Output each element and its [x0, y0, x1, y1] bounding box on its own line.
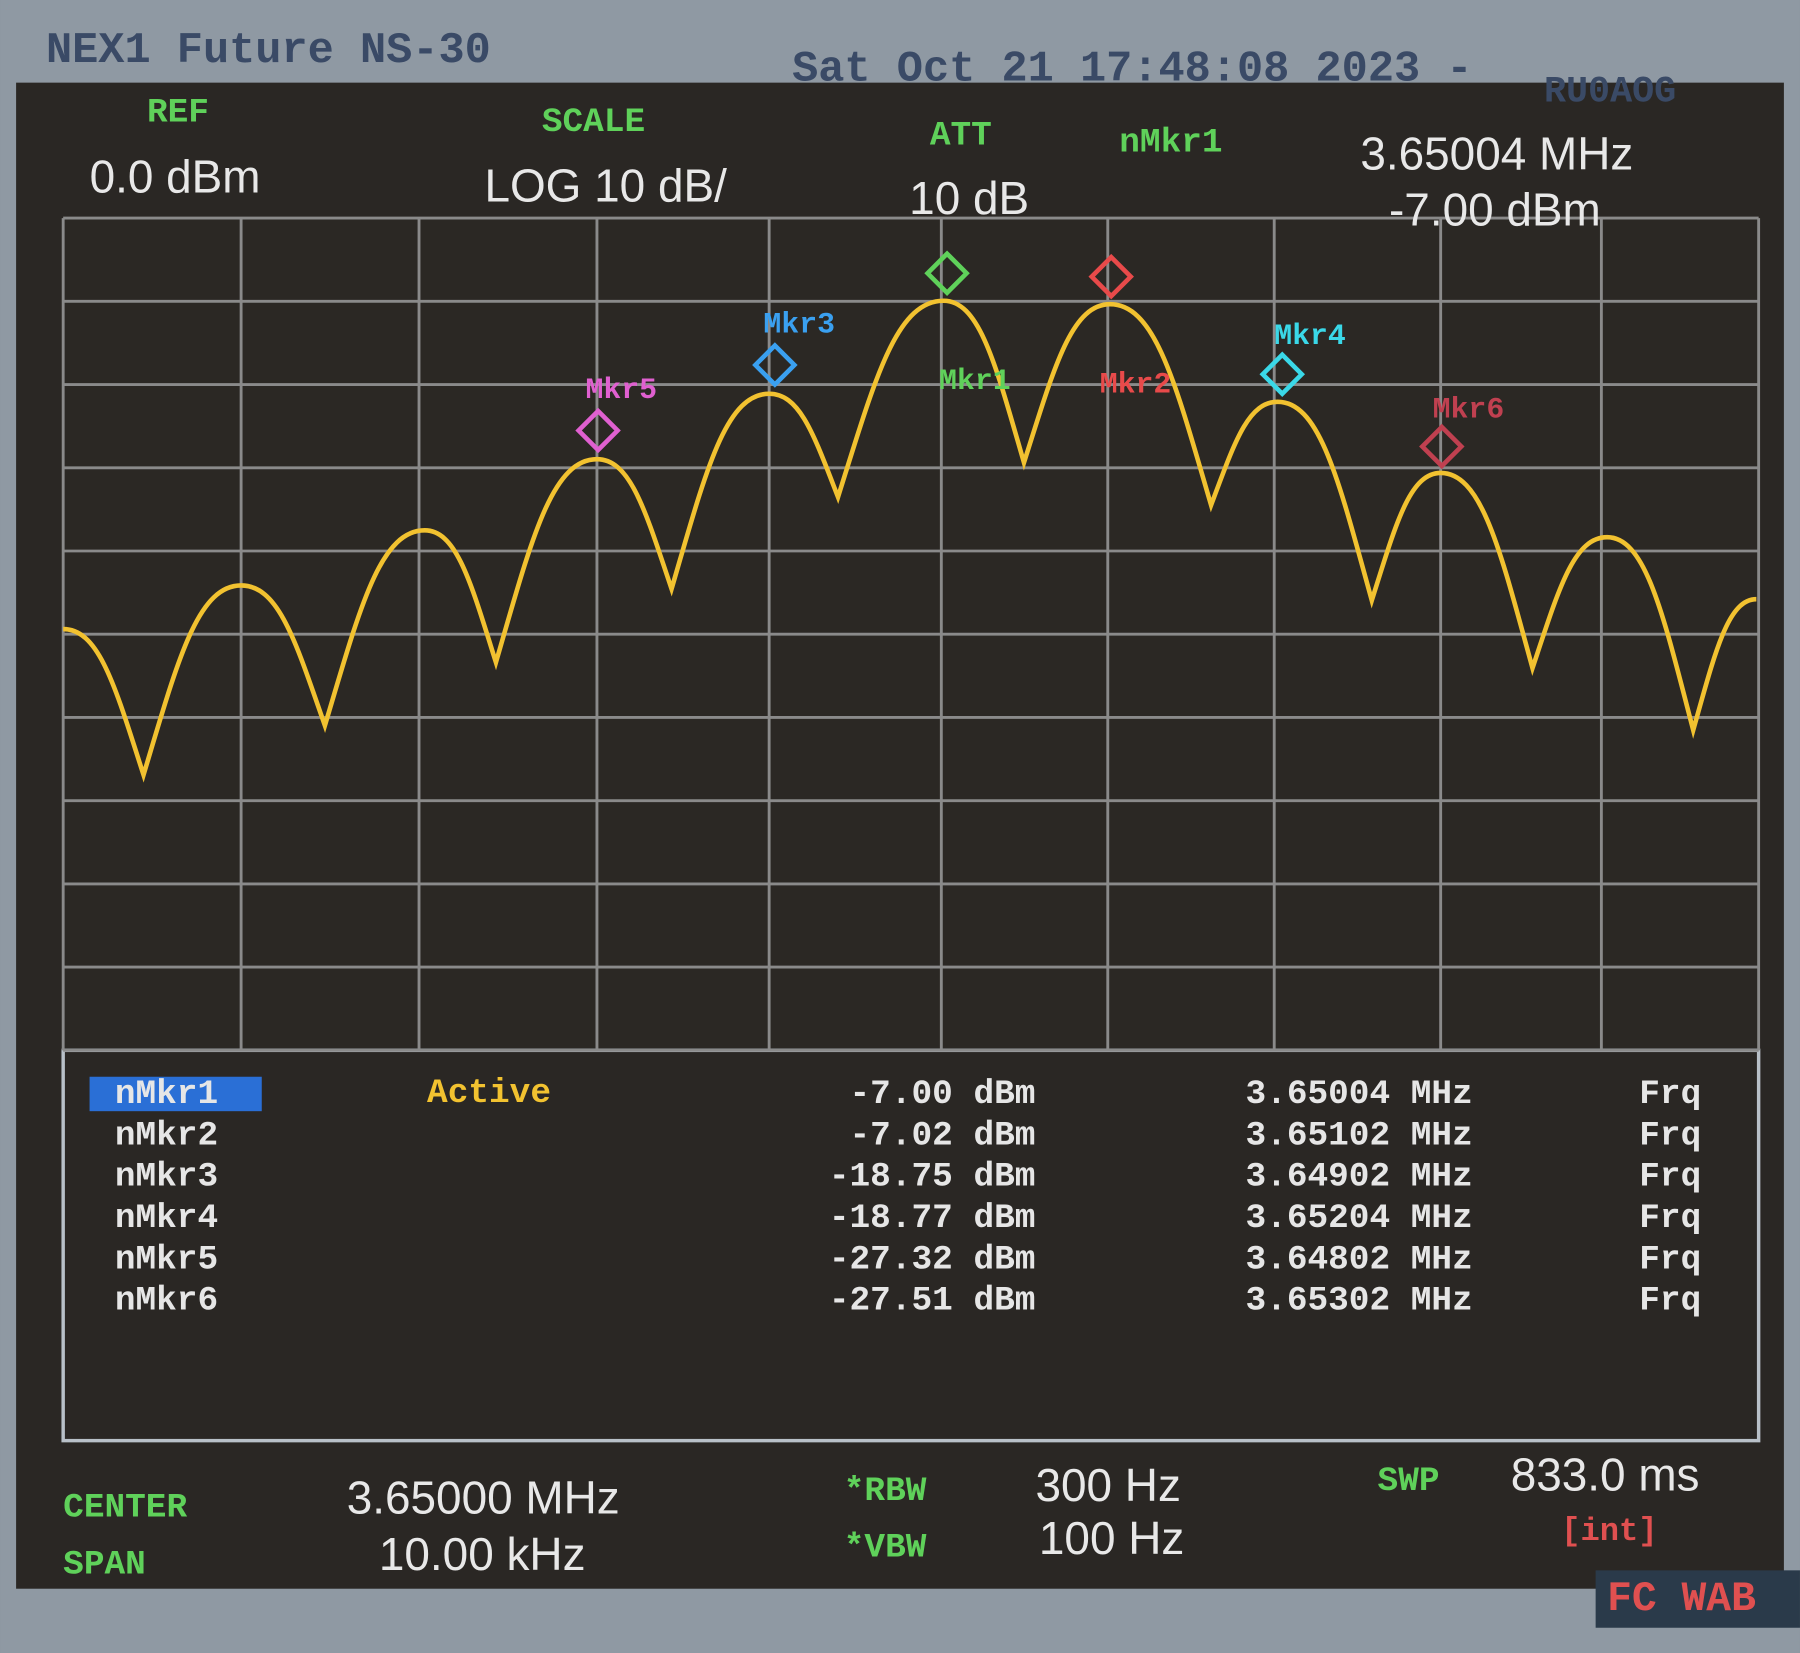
callsign: RU0AOG [1544, 72, 1676, 114]
title: NEX1 Future NS-30 [46, 27, 491, 76]
marker-name: nMkr5 [115, 1240, 218, 1279]
marker-level: -7.00 dBm [850, 1075, 1036, 1114]
marker-diamond [1419, 423, 1465, 470]
swp-mode: [int] [1561, 1513, 1657, 1550]
marker-mode: Frq [1639, 1240, 1701, 1279]
marker-diamond [752, 342, 798, 388]
marker-label: Mkr6 [1433, 393, 1505, 427]
marker-label: Mkr4 [1274, 319, 1346, 353]
marker-name: nMkr2 [115, 1116, 218, 1155]
active-marker-freq: 3.65004 MHz [1360, 127, 1633, 179]
scale-label: SCALE [542, 103, 645, 142]
span-value: 10.00 kHz [379, 1528, 586, 1580]
trace [63, 298, 1757, 783]
marker-name: nMkr4 [115, 1199, 218, 1238]
marker-label: Mkr3 [763, 308, 835, 342]
scale-value: LOG 10 dB/ [484, 160, 727, 212]
center-label: CENTER [63, 1488, 187, 1527]
badge: FC WAB [1607, 1577, 1756, 1623]
marker-mode: Frq [1639, 1282, 1701, 1321]
grid [61, 216, 1761, 1052]
marker-freq: 3.65302 MHz [1246, 1282, 1473, 1321]
vbw-value: 100 Hz [1039, 1512, 1184, 1564]
vbw-label: *VBW [844, 1528, 927, 1567]
marker-mode: Frq [1639, 1199, 1701, 1238]
rbw-label: *RBW [844, 1472, 927, 1511]
selected-row [89, 1076, 262, 1112]
marker-mode: Frq [1639, 1116, 1701, 1155]
marker-label: Mkr5 [585, 373, 657, 407]
marker-diamond [924, 250, 970, 296]
active-marker-label: nMkr1 [1119, 123, 1222, 162]
marker-label: Mkr1 [939, 364, 1011, 398]
badge-box [1595, 1570, 1800, 1628]
swp-value: 833.0 ms [1511, 1449, 1700, 1501]
datetime: Sat Oct 21 17:48:08 2023 - [792, 45, 1472, 94]
swp-label: SWP [1378, 1462, 1440, 1501]
marker-mode: Frq [1639, 1075, 1701, 1114]
marker-name: nMkr3 [115, 1158, 218, 1197]
marker-level: -7.02 dBm [850, 1116, 1036, 1155]
marker-diamond [1259, 351, 1306, 397]
marker-label: Mkr2 [1100, 367, 1172, 401]
att-label: ATT [930, 117, 992, 156]
marker-freq: 3.65004 MHz [1246, 1075, 1473, 1114]
span-label: SPAN [63, 1546, 146, 1585]
ref-value: 0.0 dBm [90, 150, 261, 202]
marker-diamond [575, 407, 621, 454]
marker-freq: 3.64902 MHz [1246, 1158, 1473, 1197]
center-value: 3.65000 MHz [347, 1472, 620, 1524]
marker-mode: Frq [1639, 1158, 1701, 1197]
marker-level: -27.32 dBm [829, 1240, 1036, 1279]
marker-level: -18.75 dBm [829, 1158, 1036, 1197]
marker-diamond [1088, 253, 1134, 300]
active-state: Active [427, 1074, 551, 1113]
marker-freq: 3.65204 MHz [1246, 1199, 1473, 1238]
marker-name: nMkr6 [115, 1282, 218, 1321]
ref-label: REF [147, 94, 209, 133]
marker-freq: 3.65102 MHz [1246, 1116, 1473, 1155]
marker-level: -18.77 dBm [829, 1199, 1036, 1238]
marker-name: nMkr1 [115, 1075, 218, 1114]
att-value: 10 dB [909, 172, 1029, 224]
active-marker-level: -7.00 dBm [1389, 184, 1601, 236]
marker-freq: 3.64802 MHz [1246, 1240, 1473, 1279]
marker-level: -27.51 dBm [829, 1282, 1036, 1321]
rbw-value: 300 Hz [1035, 1459, 1180, 1511]
